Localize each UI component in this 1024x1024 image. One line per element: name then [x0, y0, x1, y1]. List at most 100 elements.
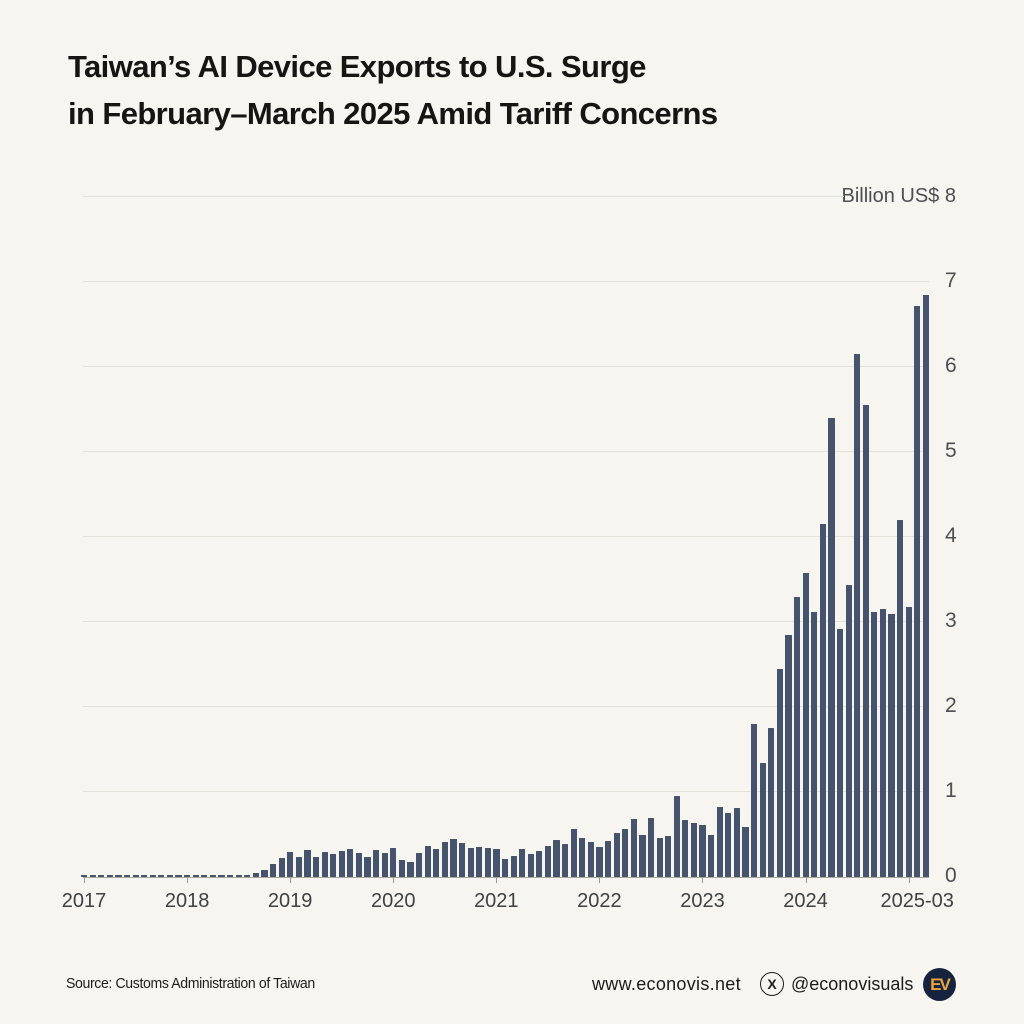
gridline-3	[83, 621, 929, 622]
bar-2019-06	[330, 854, 337, 877]
gridline-8	[83, 196, 844, 197]
x-tick-2020	[393, 877, 395, 883]
x-label-2018: 2018	[164, 890, 210, 912]
bar-2023-06	[742, 826, 749, 877]
source-note: Source: Customs Administration of Taiwan	[66, 975, 315, 992]
bar-2019-02	[295, 856, 302, 877]
logo-text: EV	[930, 974, 951, 994]
bar-2022-09	[665, 836, 672, 877]
bar-2020-06	[433, 848, 440, 877]
bar-2021-02	[501, 859, 509, 877]
bar-2021-11	[579, 837, 586, 877]
bar-2019-09	[355, 853, 363, 877]
bar-2022-07	[647, 817, 655, 877]
bar-2017-05	[115, 875, 122, 877]
bar-2023-05	[733, 808, 741, 877]
bar-2022-04	[622, 829, 629, 877]
bar-2019-10	[364, 857, 371, 877]
y-tick-5: 5	[945, 439, 957, 462]
bar-2021-08	[553, 839, 560, 877]
bar-2024-03	[819, 524, 826, 877]
bar-2018-01	[184, 875, 191, 877]
y-tick-0: 0	[945, 864, 957, 887]
gridline-7	[83, 281, 929, 282]
x-tick-2017	[84, 877, 85, 883]
page-title: Taiwan’s AI Device Exports to U.S. Surge…	[68, 44, 718, 137]
bar-2019-04	[312, 857, 320, 877]
bar-2024-05	[836, 628, 844, 877]
bar-2021-07	[544, 845, 552, 877]
bar-2025-03	[922, 294, 929, 877]
bar-2017-01	[81, 875, 88, 877]
bar-2017-03	[98, 875, 105, 877]
bar-2023-10	[776, 668, 783, 877]
bar-2018-05	[218, 875, 225, 877]
y-tick-1: 1	[945, 779, 957, 802]
bar-2023-02	[708, 834, 715, 877]
website-link[interactable]: www.econovis.net	[592, 974, 741, 994]
bar-2017-07	[132, 875, 139, 877]
bar-2022-11	[682, 820, 689, 877]
x-social-icon[interactable]: X	[760, 972, 784, 996]
bar-2018-12	[278, 858, 285, 877]
bar-2021-10	[570, 829, 577, 877]
bar-2025-01	[905, 606, 912, 877]
bar-2025-02	[914, 305, 921, 877]
bar-2020-10	[467, 848, 474, 877]
bar-2023-03	[716, 807, 723, 877]
gridline-2	[83, 706, 929, 707]
y-tick-3: 3	[945, 609, 957, 632]
x-label-2019: 2019	[267, 890, 313, 912]
bar-2021-12	[587, 842, 594, 877]
gridline-4	[83, 536, 929, 537]
bar-2024-02	[811, 611, 818, 877]
x-axis-line	[83, 877, 929, 878]
bar-2017-04	[106, 875, 113, 877]
bar-2019-03	[304, 849, 311, 877]
bar-2024-01	[802, 572, 809, 877]
bar-2021-05	[527, 854, 534, 877]
bar-2020-07	[441, 842, 448, 877]
x-tick-2023	[702, 877, 704, 883]
x-tick-2019	[290, 877, 292, 883]
bar-2018-09	[252, 872, 259, 877]
bar-2023-07	[751, 724, 758, 877]
bar-2022-12	[690, 822, 698, 877]
bar-2024-08	[862, 405, 869, 877]
bar-2019-11	[373, 849, 380, 877]
bar-2022-08	[656, 837, 663, 877]
bar-2021-06	[536, 850, 543, 877]
x-label-2017: 2017	[61, 890, 107, 912]
bar-2020-11	[476, 847, 483, 877]
bar-2022-05	[630, 819, 637, 877]
title-line-2: in February–March 2025 Amid Tariff Conce…	[68, 95, 718, 131]
bar-2024-04	[828, 418, 835, 877]
bar-2020-03	[407, 861, 414, 877]
x-tick-2018	[187, 877, 189, 883]
bar-2021-01	[493, 848, 500, 877]
bar-2019-08	[347, 848, 354, 877]
bar-2018-10	[261, 870, 268, 877]
x-icon: X	[767, 976, 777, 992]
bar-2018-11	[269, 864, 277, 877]
bar-2024-10	[879, 609, 887, 877]
bar-2024-11	[888, 614, 895, 877]
social-handle[interactable]: @econovisuals	[791, 974, 914, 994]
bar-2020-12	[484, 848, 491, 877]
bar-2019-07	[338, 850, 345, 877]
x-tick-2024	[805, 877, 807, 883]
x-tick-2021	[496, 877, 498, 883]
bar-2019-12	[381, 853, 388, 877]
bar-2018-08	[244, 875, 251, 877]
bar-2020-04	[416, 853, 423, 877]
x-label-2024: 2024	[783, 890, 828, 912]
y-tick-2: 2	[945, 694, 957, 717]
bar-2020-05	[424, 845, 431, 877]
bar-2018-04	[209, 875, 217, 877]
gridline-1	[83, 791, 929, 792]
y-tick-6: 6	[945, 354, 957, 377]
bar-2019-05	[321, 852, 328, 877]
bar-2022-02	[604, 841, 612, 877]
x-label-2020: 2020	[370, 890, 416, 912]
